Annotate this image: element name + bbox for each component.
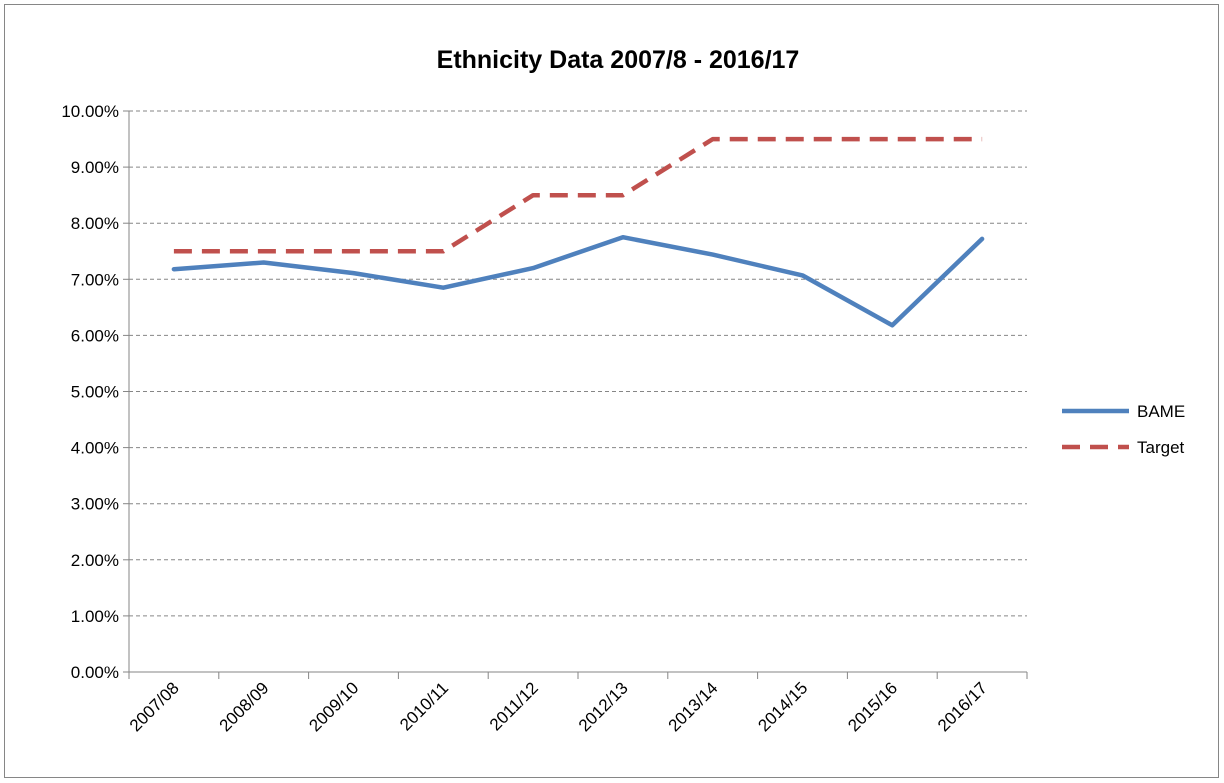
x-tick-label: 2014/15 <box>754 678 811 735</box>
y-tick-label: 9.00% <box>71 158 119 177</box>
series-line-target <box>173 136 983 254</box>
x-tick-label: 2011/12 <box>486 678 542 734</box>
y-tick-label: 4.00% <box>71 439 119 458</box>
axes: 0.00% 1.00% 2.00% 3.00% 4.00% 5.00% 6.00% 7.00%… <box>61 102 1028 735</box>
x-tick-label: 2007/08 <box>126 678 183 735</box>
chart-svg: Ethnicity Data 2007/8 - 2016/17 0.00% 1.0… <box>61 46 1185 735</box>
x-tick-label: 2009/10 <box>305 678 362 735</box>
y-tick-label: 2.00% <box>71 551 119 570</box>
gridlines <box>129 110 1027 617</box>
x-tick-label: 2012/13 <box>575 678 632 735</box>
y-tick-label: 8.00% <box>71 214 119 233</box>
y-tick-label: 1.00% <box>71 607 119 626</box>
legend-label-target: Target <box>1137 438 1185 457</box>
x-tick-label: 2013/14 <box>665 678 722 735</box>
y-tick-label: 3.00% <box>71 495 119 514</box>
y-tick-label: 5.00% <box>71 383 119 402</box>
chart-area: Ethnicity Data 2007/8 - 2016/17 0.00% 1.0… <box>4 4 1219 778</box>
legend-label-bame: BAME <box>1137 402 1185 421</box>
x-tick-label: 2010/11 <box>396 678 452 734</box>
x-tick-label: 2008/09 <box>216 678 273 735</box>
series-line-bame <box>171 234 985 328</box>
y-tick-label: 7.00% <box>71 270 119 289</box>
chart-title: Ethnicity Data 2007/8 - 2016/17 <box>437 46 800 74</box>
legend: BAME Target <box>1062 402 1185 457</box>
series-lines <box>171 136 985 328</box>
x-tick-label: 2016/17 <box>934 678 991 735</box>
y-tick-label: 0.00% <box>71 663 119 682</box>
x-tick-label: 2015/16 <box>844 678 901 735</box>
y-tick-label: 10.00% <box>61 102 119 121</box>
y-tick-label: 6.00% <box>71 326 119 345</box>
